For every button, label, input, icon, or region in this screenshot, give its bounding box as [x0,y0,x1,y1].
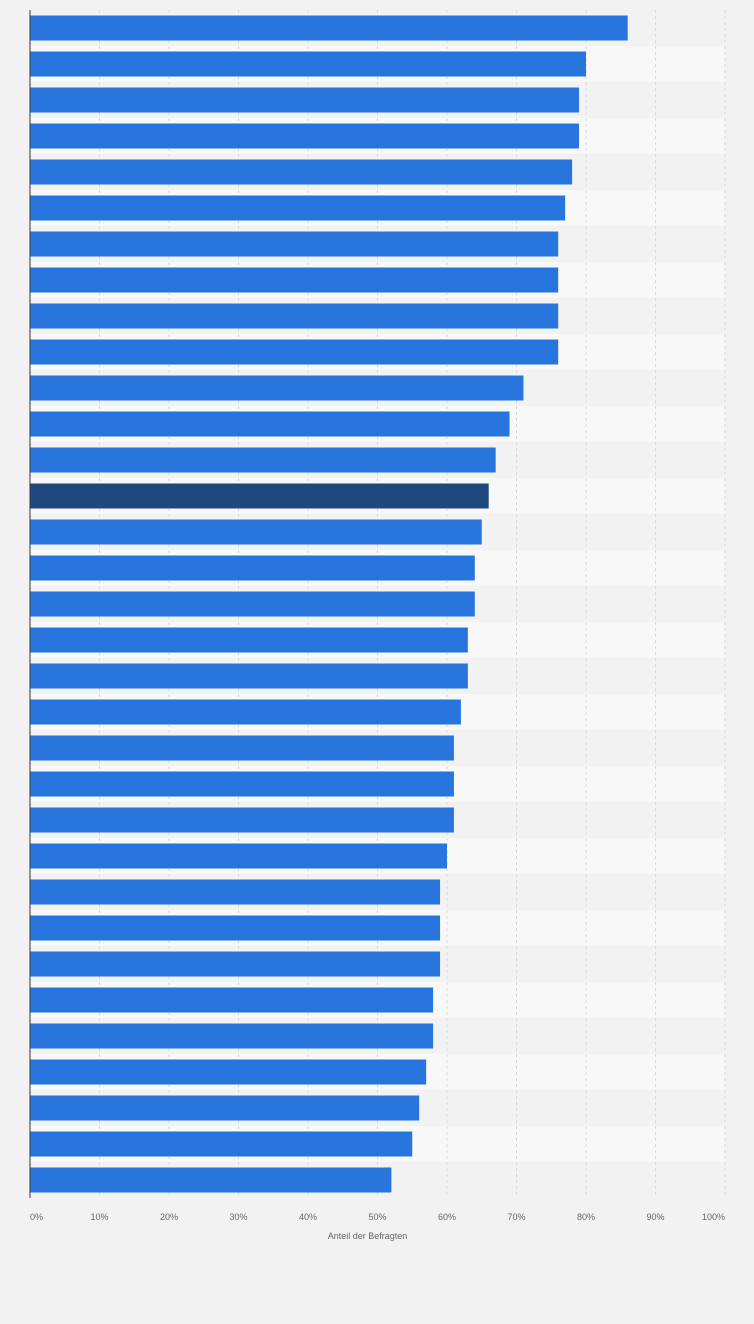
bar [30,1167,392,1193]
x-tick-label: 50% [368,1212,386,1222]
bar [30,51,586,77]
bar [30,735,454,761]
bar [30,951,441,977]
x-tick-label: 0% [30,1212,43,1222]
bar [30,807,454,833]
x-tick-label: 60% [438,1212,456,1222]
bar [30,555,475,581]
bar [30,519,482,545]
bar [30,879,441,905]
bar [30,123,580,149]
bar [30,771,454,797]
bar [30,231,559,257]
bar [30,195,566,221]
bar [30,987,434,1013]
bar [30,627,468,653]
bars [30,15,628,1193]
bar [30,447,496,473]
bar [30,699,461,725]
x-tick-label: 80% [577,1212,595,1222]
x-axis-ticks: 0% 10% 20% 30% 40% 50% 60% 70% 80% 90% 100% [30,1212,725,1222]
bar [30,1023,434,1049]
bar [30,591,475,617]
bar [30,87,580,113]
bar [30,303,559,329]
bar [30,1095,420,1121]
x-tick-label: 100% [702,1212,725,1222]
bar [30,15,628,41]
bar [30,375,524,401]
bar [30,843,447,869]
bar [30,915,441,941]
bar-highlighted [30,483,489,509]
x-tick-label: 40% [299,1212,317,1222]
x-tick-label: 20% [160,1212,178,1222]
x-tick-label: 90% [646,1212,664,1222]
x-tick-label: 30% [229,1212,247,1222]
bar [30,159,573,185]
bar [30,1059,427,1085]
bar [30,267,559,293]
bar [30,1131,413,1157]
x-tick-label: 10% [90,1212,108,1222]
bar [30,411,510,437]
x-tick-label: 70% [507,1212,525,1222]
x-axis-label: Anteil der Befragten [328,1231,408,1241]
bar [30,339,559,365]
bar [30,663,468,689]
